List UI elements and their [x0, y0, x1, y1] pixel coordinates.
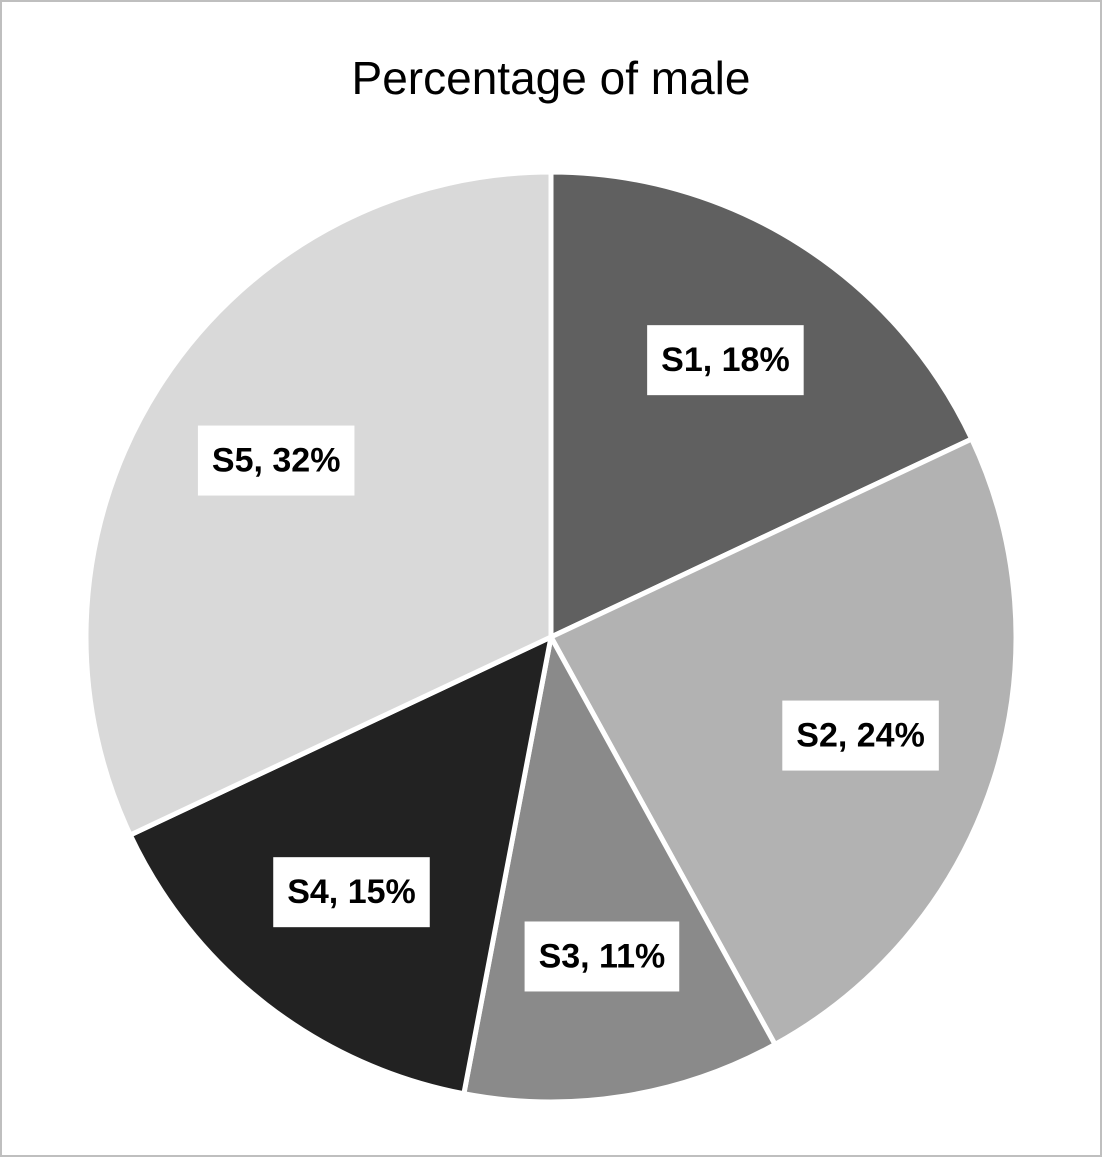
data-label-box: [197, 425, 355, 496]
pie-slice: [548, 169, 975, 640]
data-label-text: S3, 11%: [539, 937, 666, 975]
chart-title: Percentage of male: [352, 52, 751, 104]
data-label-text: S2, 24%: [796, 717, 925, 755]
data-label-text: S4, 15%: [287, 873, 416, 911]
pie-slice: [83, 169, 554, 838]
data-label-box: [273, 857, 430, 928]
data-label-text: S5, 32%: [212, 442, 341, 480]
data-label-text: S1, 18%: [661, 341, 790, 379]
data-label-box: [524, 921, 680, 992]
data-label-box: [647, 325, 804, 396]
data-label-box: [782, 700, 939, 771]
